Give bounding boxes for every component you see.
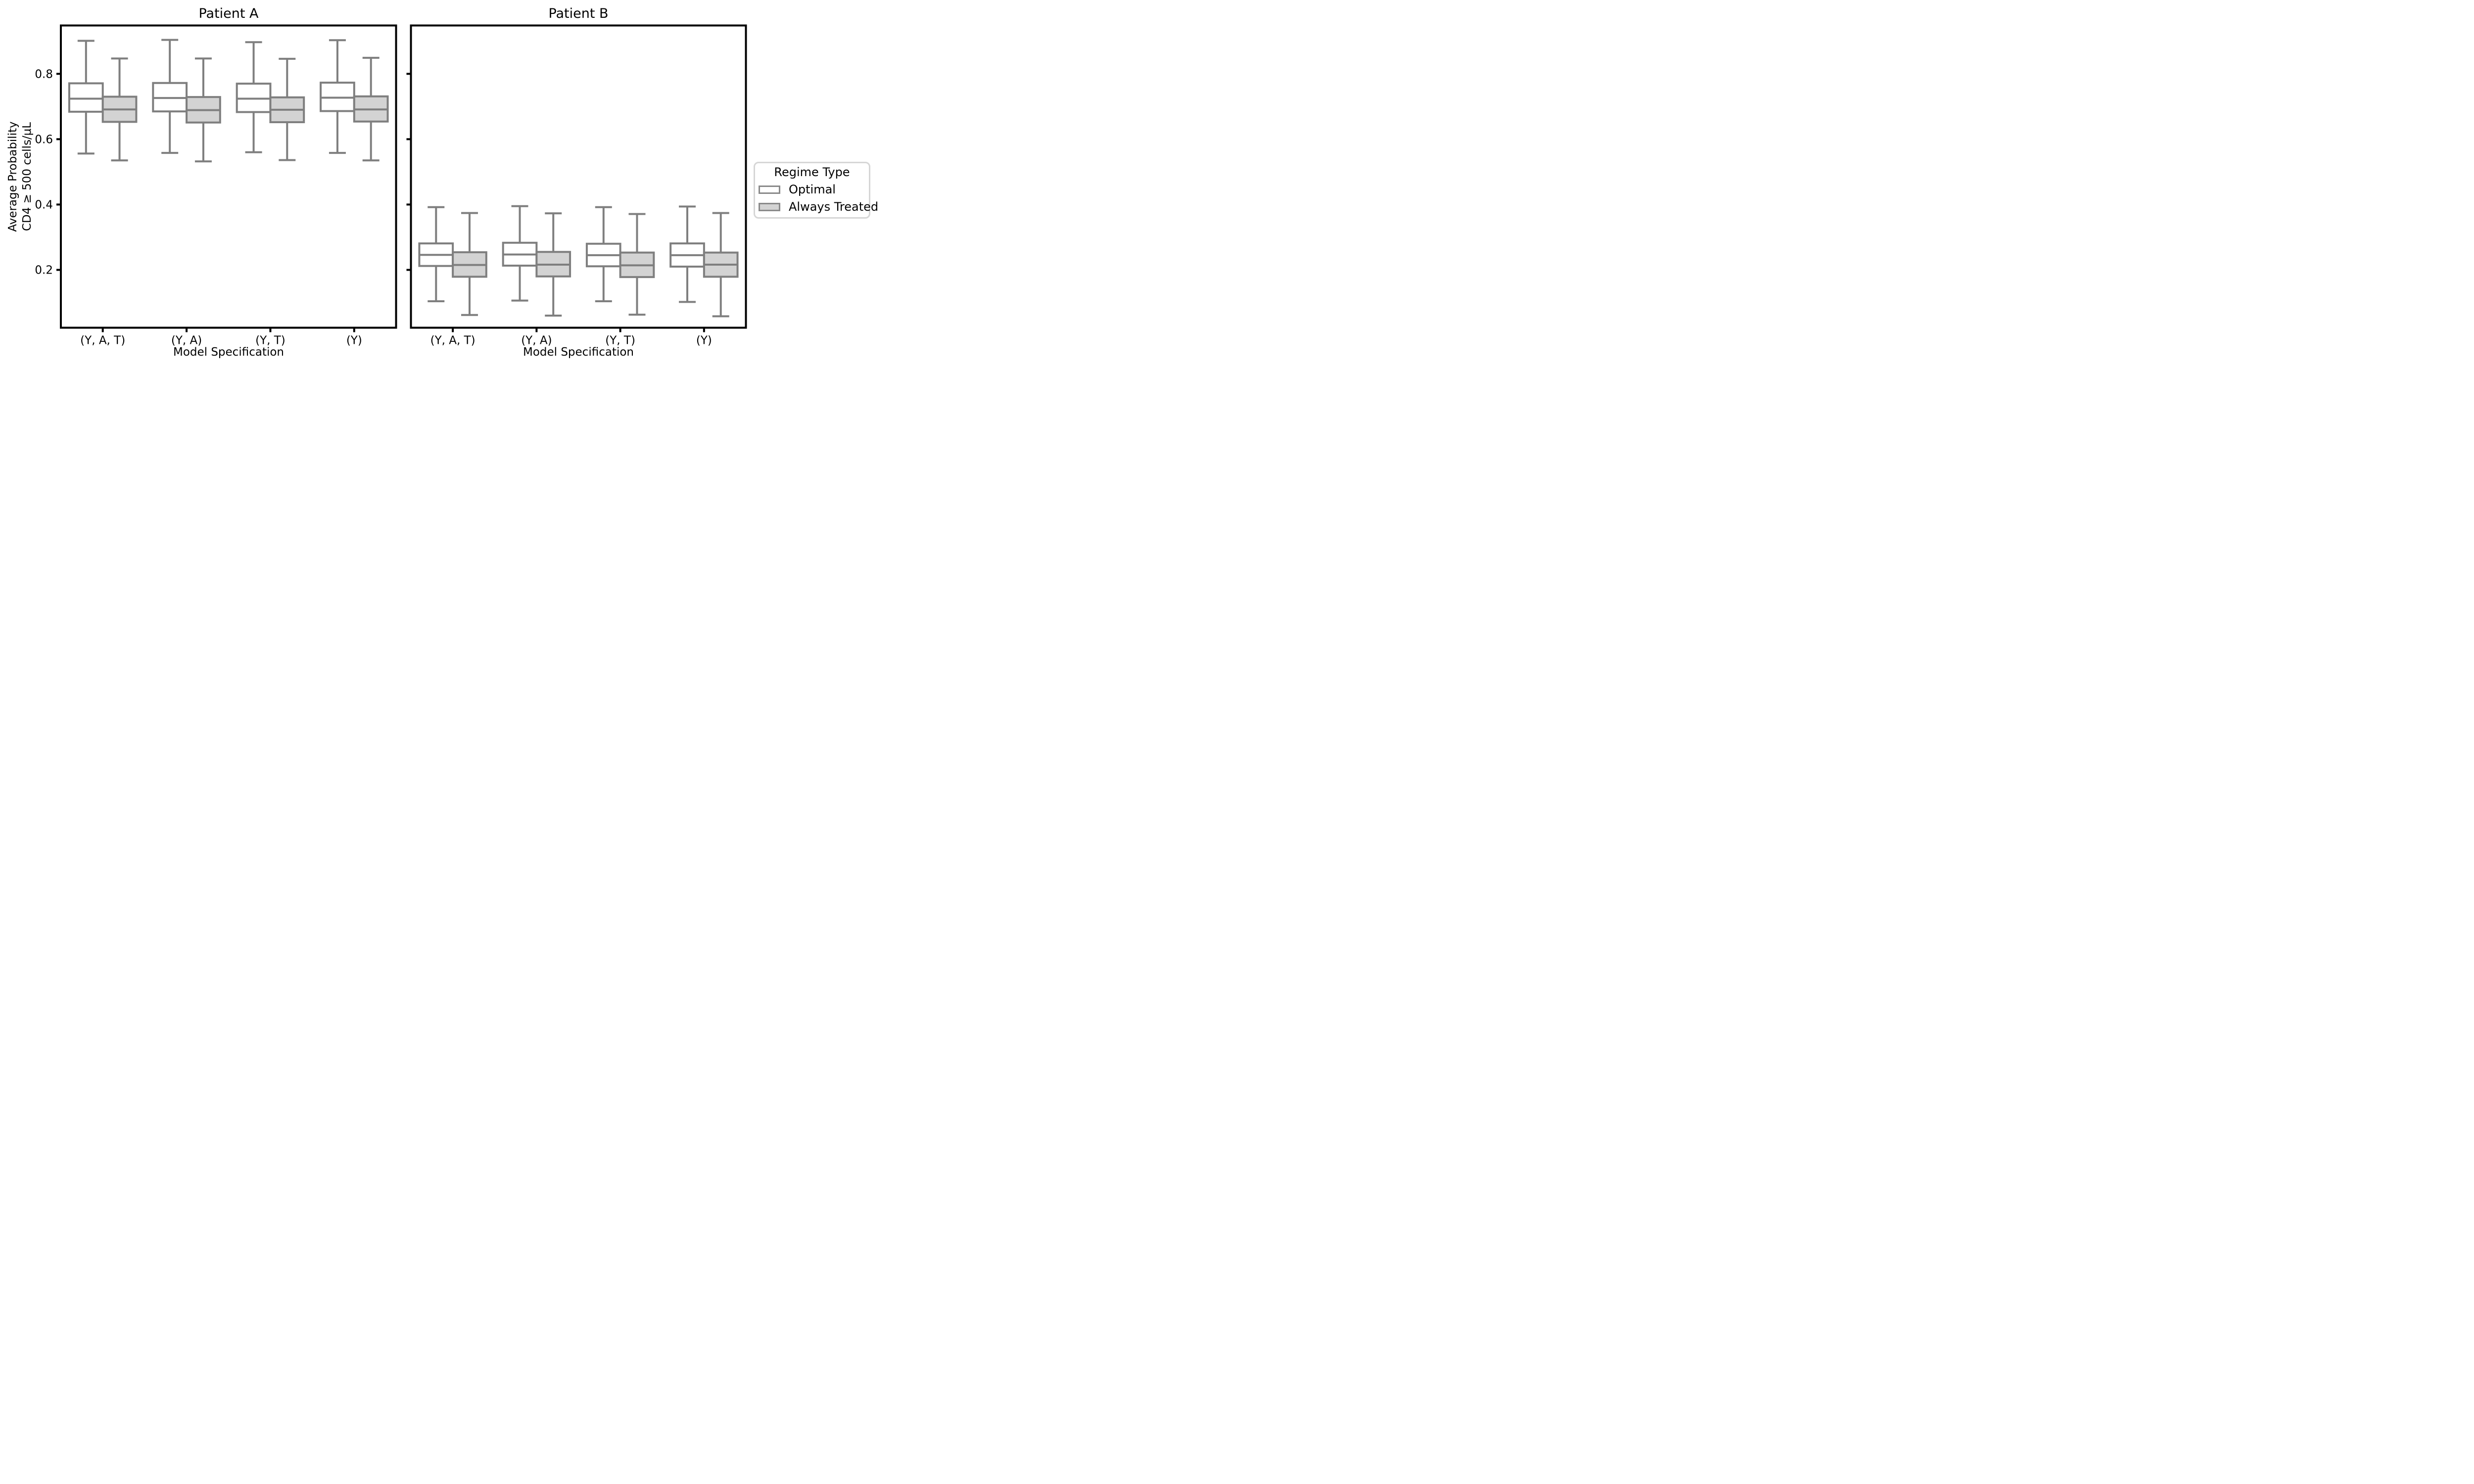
box-always-treated	[535, 212, 571, 317]
box-optimal	[320, 39, 355, 154]
panel-a: 0.2 0.4 0.6 0.8 (Y, A, T) (Y, A) (Y, T) (Y)	[35, 24, 397, 347]
box-always-treated	[101, 57, 138, 162]
box-optimal	[585, 206, 621, 302]
panel-a-xaxis-label: Model Specification	[173, 346, 285, 359]
box-optimal	[418, 206, 454, 302]
box-always-treated	[353, 56, 389, 162]
iqr-box	[68, 82, 104, 113]
y-tick-label: 0.8	[35, 68, 53, 81]
box-always-treated	[186, 57, 221, 163]
boxplot-figure: 0.2 0.4 0.6 0.8 (Y, A, T) (Y, A) (Y, T) (Y) (Y, …	[0, 0, 891, 371]
panel-a-title: Patient A	[198, 6, 259, 21]
x-tick-label: (Y, A, T)	[80, 334, 125, 347]
legend-label-always-treated: Always Treated	[789, 200, 879, 214]
x-tick-label: (Y, A, T)	[430, 334, 476, 347]
legend: Regime Type Optimal Always Treated	[754, 162, 878, 219]
optimal-swatch-icon	[759, 186, 780, 194]
box-optimal	[68, 40, 104, 155]
box-optimal	[669, 205, 705, 303]
y-tick-label: 0.6	[35, 133, 53, 146]
panel-b-title: Patient B	[548, 6, 609, 21]
panel-b: (Y, A, T) (Y, A) (Y, T) (Y)	[406, 24, 747, 347]
box-always-treated	[269, 57, 305, 161]
legend-label-optimal: Optimal	[789, 183, 836, 196]
box-always-treated	[452, 212, 487, 316]
y-tick-label: 0.4	[35, 198, 53, 211]
x-tick-label: (Y, A)	[521, 334, 552, 347]
always-treated-swatch-icon	[759, 203, 780, 211]
x-tick-label: (Y, T)	[605, 334, 635, 347]
legend-item-optimal: Optimal	[755, 183, 869, 196]
x-tick-label: (Y, T)	[255, 334, 285, 347]
x-tick-label: (Y)	[696, 334, 712, 347]
axes-spines	[60, 24, 397, 329]
panel-b-xaxis-label: Model Specification	[523, 346, 634, 359]
x-tick-label: (Y, A)	[171, 334, 202, 347]
boxplot-canvas: 0.20.40.60.8(Y, A, T) (Y, A) (Y, T) (Y) (Y, …	[35, 24, 747, 347]
box-always-treated	[619, 213, 655, 316]
legend-title: Regime Type	[774, 165, 850, 179]
box-optimal	[236, 41, 272, 153]
box-optimal	[502, 205, 538, 302]
box-always-treated	[703, 212, 739, 318]
axes-spines	[410, 24, 747, 329]
x-tick-label: (Y)	[346, 334, 362, 347]
box-optimal	[152, 39, 188, 154]
y-tick-label: 0.2	[35, 264, 53, 277]
y-axis-label: Average Probability CD4 ≥ 500 cells/μL	[6, 121, 34, 232]
legend-item-always-treated: Always Treated	[755, 200, 878, 214]
